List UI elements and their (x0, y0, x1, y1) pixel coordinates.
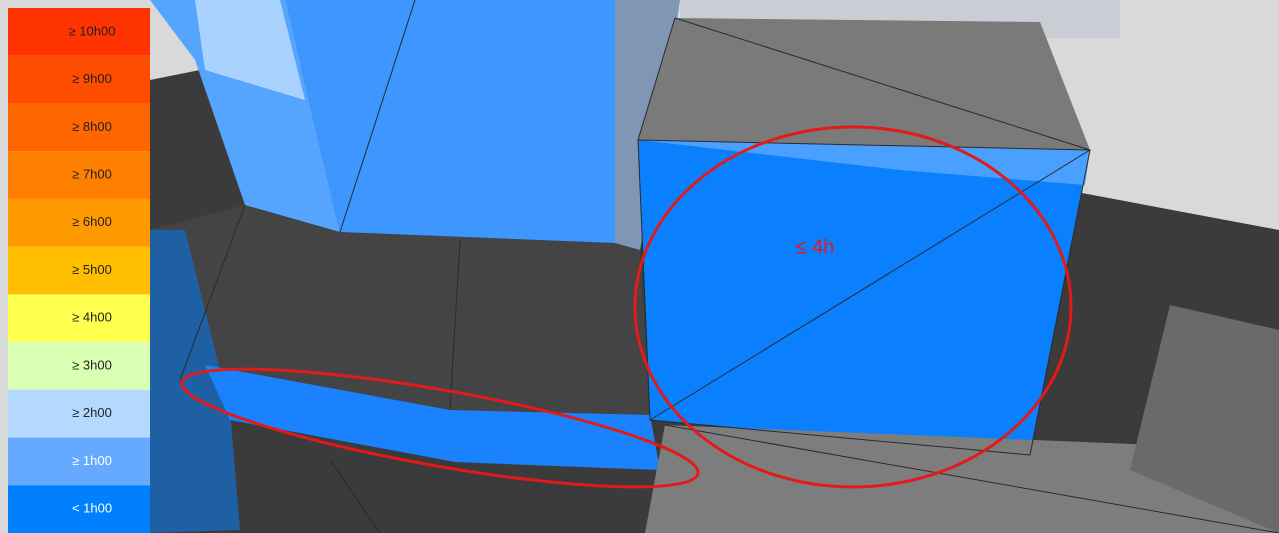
roof-right (1130, 305, 1279, 533)
highlight-ellipse (180, 367, 700, 489)
building-face (285, 0, 615, 243)
edge (329, 459, 381, 533)
edge (664, 424, 1279, 533)
edge (179, 204, 246, 381)
legend: ≥ 10h00 ≥ 9h00 ≥ 8h00 ≥ 7h00 ≥ 6h00 ≥ 5h00 ≥ 4… (8, 8, 150, 533)
legend-swatch (8, 151, 150, 199)
legend-swatch (8, 294, 150, 343)
legend-swatch (8, 389, 150, 438)
legend-swatch (8, 437, 150, 486)
legend-label: ≥ 7h00 (72, 166, 112, 181)
legend-label: ≥ 5h00 (72, 262, 112, 277)
building-face (638, 140, 1090, 455)
legend-swatch (8, 485, 150, 533)
edge (339, 0, 416, 233)
highlight-ellipse (633, 125, 1073, 489)
edge (637, 17, 676, 141)
legend-swatch (8, 246, 150, 295)
edge (449, 239, 461, 411)
edge (637, 139, 1091, 456)
edge (649, 149, 1091, 421)
lit-face (195, 0, 305, 100)
legend-label: ≥ 3h00 (72, 357, 112, 372)
legend-label: ≥ 2h00 (72, 405, 112, 420)
roof (638, 18, 1090, 150)
legend-swatch (8, 55, 150, 104)
shadow-wall (150, 230, 240, 533)
legend-label: ≥ 6h00 (72, 214, 112, 229)
legend-label: ≥ 1h00 (72, 453, 112, 468)
legend-label: < 1h00 (72, 501, 112, 516)
legend-swatch (8, 8, 150, 56)
edge (674, 17, 1091, 151)
annotation: ≤ 4h (796, 236, 835, 258)
legend-swatch (8, 198, 150, 247)
ground-plane (150, 205, 650, 420)
legend-label: ≥ 10h00 (69, 23, 116, 38)
legend-label: ≥ 8h00 (72, 119, 112, 134)
legend-swatch (8, 103, 150, 152)
legend-label: ≥ 9h00 (72, 71, 112, 86)
roof-front (645, 425, 1279, 533)
lit-face (640, 140, 1090, 185)
legend-label: ≥ 4h00 (72, 310, 112, 325)
low-wall (205, 365, 660, 470)
legend-swatch (8, 342, 150, 390)
